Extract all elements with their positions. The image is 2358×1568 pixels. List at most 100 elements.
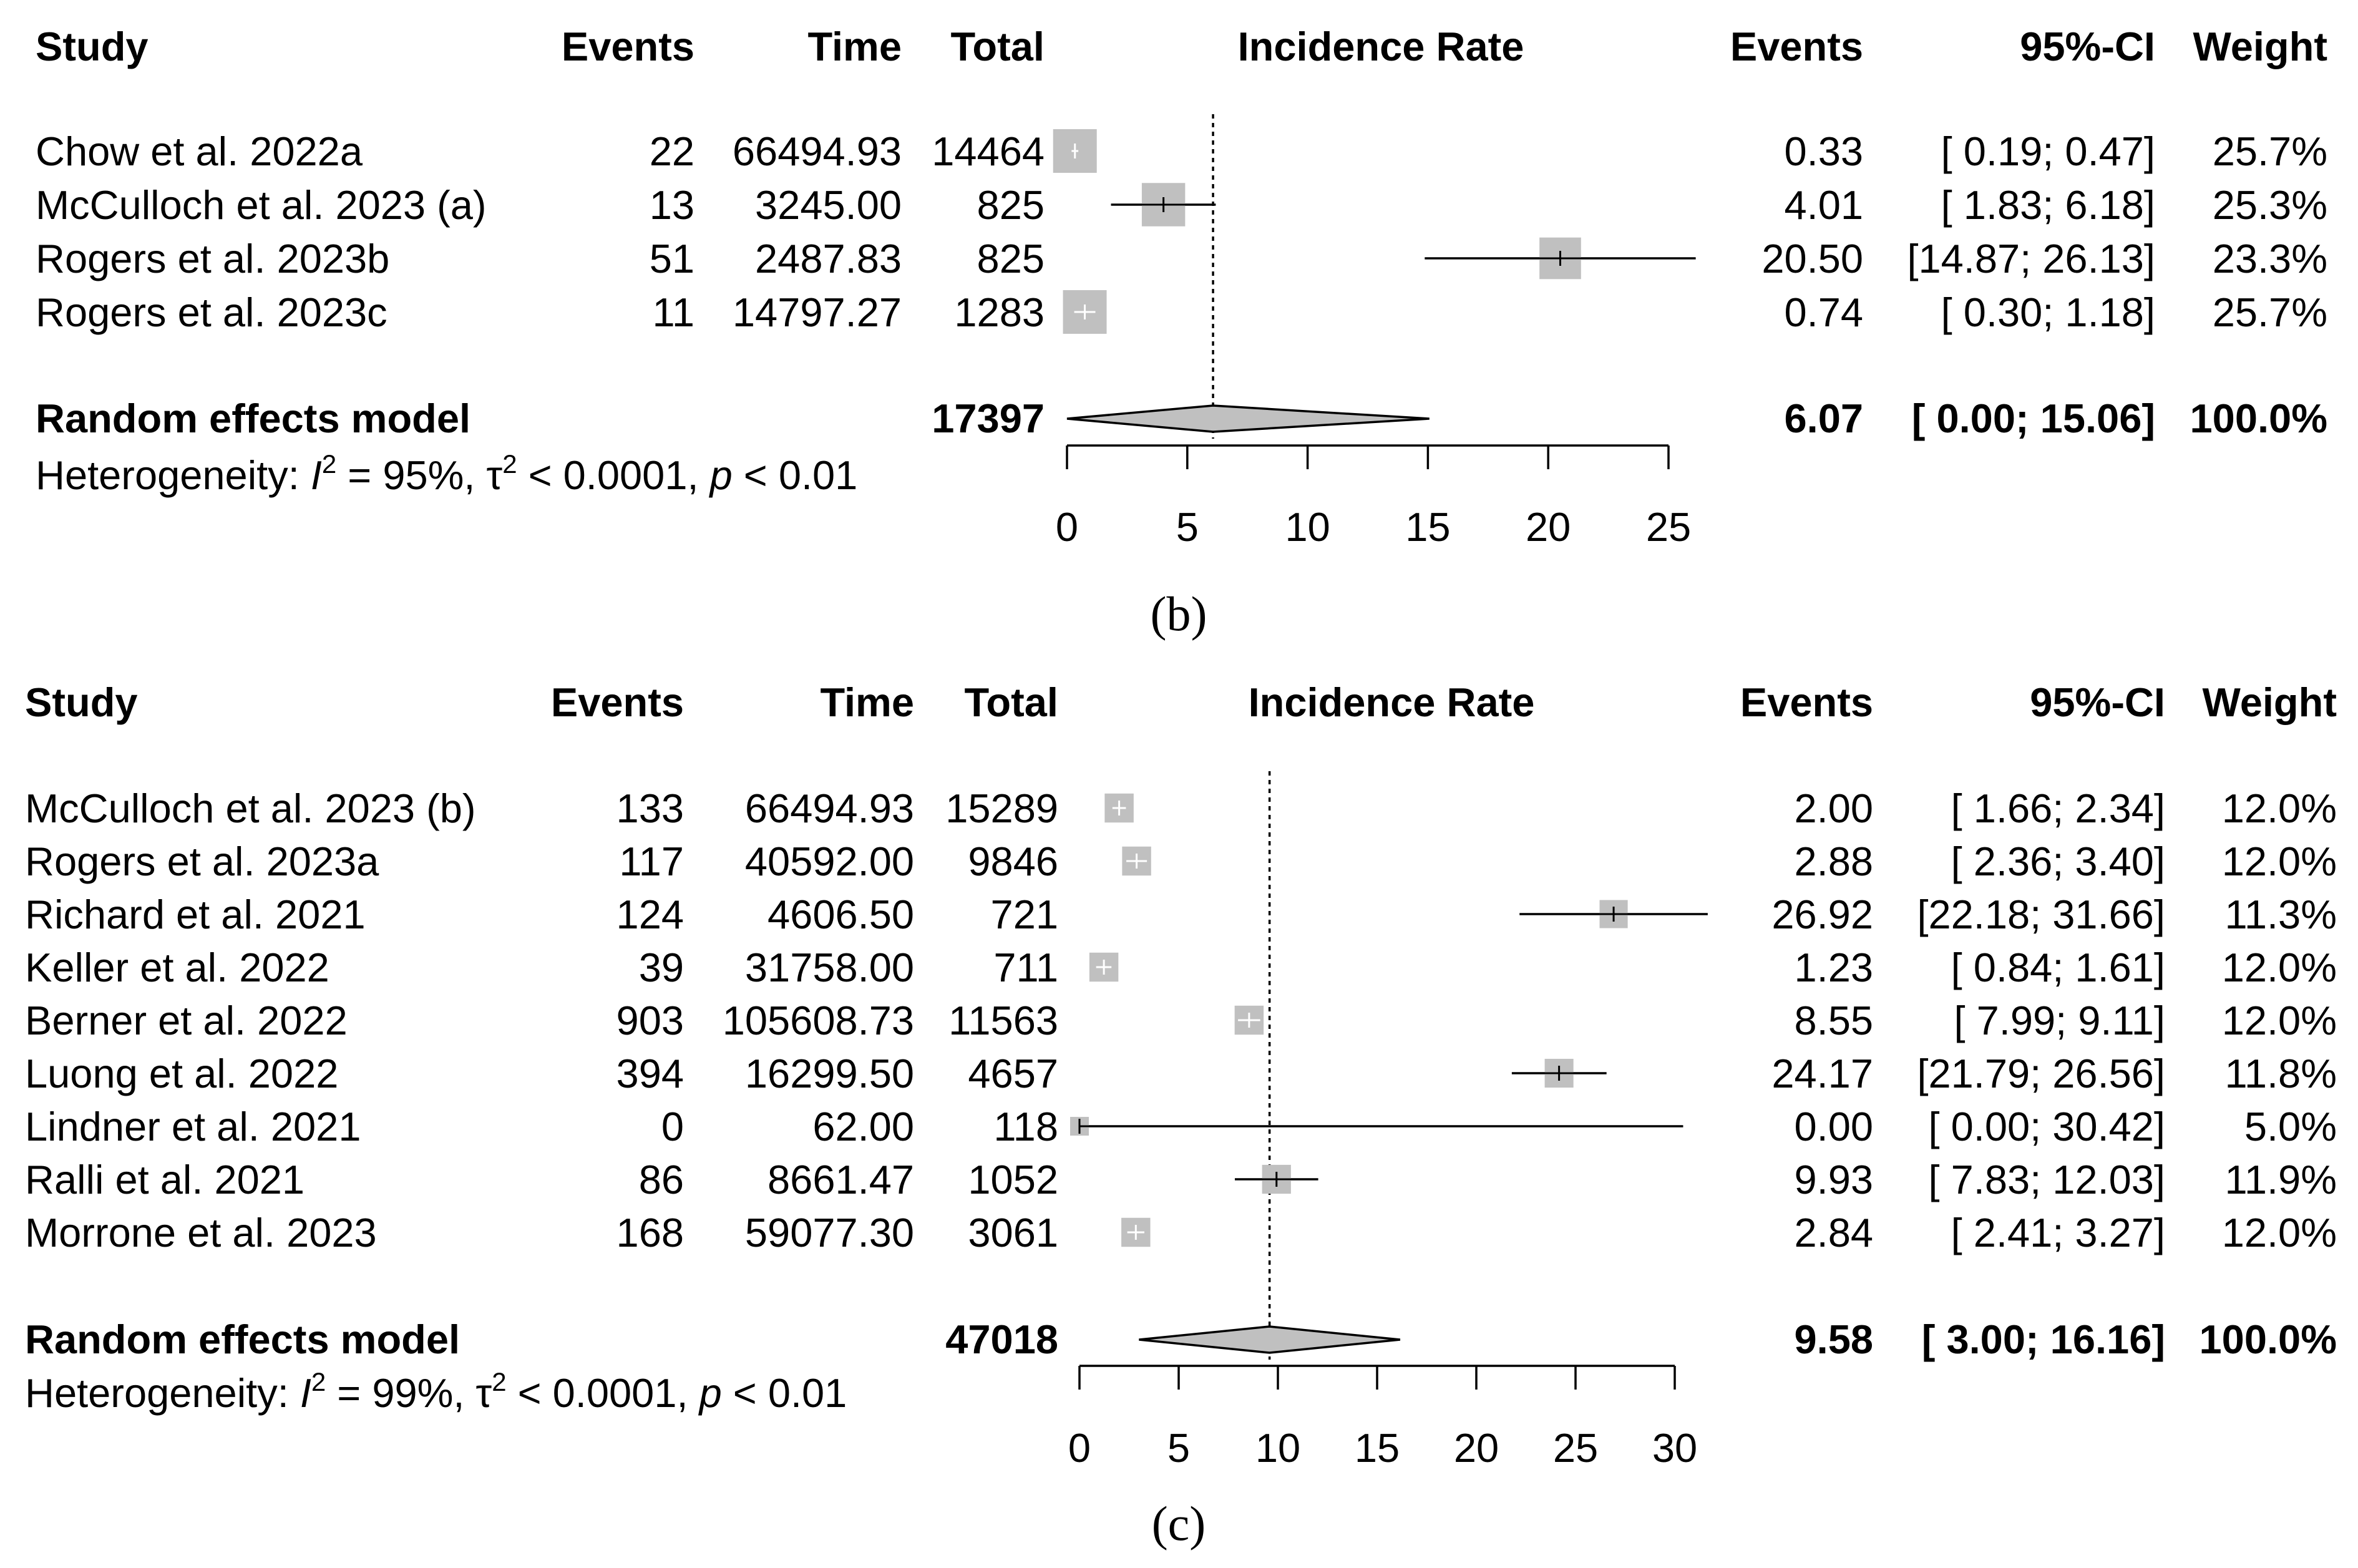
weight-value: 11.9% <box>2225 1157 2337 1202</box>
total-value: 711 <box>993 945 1058 990</box>
time-value: 40592.00 <box>745 839 914 884</box>
heterogeneity-tau2-value: < 0.0001, <box>517 452 710 498</box>
time-value: 59077.30 <box>745 1210 914 1255</box>
time-value: 66494.93 <box>733 129 902 174</box>
study-name: McCulloch et al. 2023 (b) <box>25 786 476 831</box>
weight-value: 11.3% <box>2225 892 2337 937</box>
x-tick-label: 0 <box>1068 1425 1091 1471</box>
ci-value: [ 2.36; 3.40] <box>1951 839 2165 884</box>
events-value: 86 <box>639 1157 684 1202</box>
rate-value: 0.74 <box>1784 290 1863 335</box>
superscript: 2 <box>492 1367 506 1396</box>
time-value: 4606.50 <box>767 892 914 937</box>
ci-value: [ 1.66; 2.34] <box>1951 786 2165 831</box>
events-value: 168 <box>616 1210 684 1255</box>
total-value: 3061 <box>968 1210 1058 1255</box>
panel-caption: (c) <box>1152 1496 1206 1551</box>
col-header-weight: Weight <box>2203 679 2337 725</box>
col-header-time: Time <box>807 24 902 69</box>
events-value: 124 <box>616 892 684 937</box>
summary-label: Random effects model <box>36 396 470 441</box>
i-squared-symbol: I <box>311 452 322 498</box>
col-header-rate: Events <box>1730 24 1863 69</box>
summary-ci: [ 0.00; 15.06] <box>1912 396 2155 441</box>
x-tick-label: 10 <box>1285 504 1330 550</box>
events-value: 394 <box>616 1051 684 1096</box>
total-value: 9846 <box>968 839 1058 884</box>
superscript: 2 <box>502 449 517 479</box>
study-name: Berner et al. 2022 <box>25 998 348 1043</box>
weight-value: 12.0% <box>2222 786 2337 831</box>
col-header-total: Total <box>951 24 1045 69</box>
rate-value: 9.93 <box>1794 1157 1873 1202</box>
p-symbol: p <box>709 452 733 498</box>
summary-rate: 9.58 <box>1794 1317 1873 1362</box>
events-value: 22 <box>650 129 694 174</box>
study-name: Richard et al. 2021 <box>25 892 366 937</box>
study-name: Luong et al. 2022 <box>25 1051 338 1096</box>
summary-total: 47018 <box>945 1317 1058 1362</box>
total-value: 4657 <box>968 1051 1058 1096</box>
time-value: 14797.27 <box>733 290 902 335</box>
time-value: 31758.00 <box>745 945 914 990</box>
x-tick-label: 25 <box>1553 1425 1598 1471</box>
ci-value: [22.18; 31.66] <box>1917 892 2165 937</box>
heterogeneity-text: Heterogeneity: I2 = 95%, τ2 < 0.0001, p … <box>36 449 857 498</box>
rate-value: 0.33 <box>1784 129 1863 174</box>
x-tick-label: 20 <box>1526 504 1571 550</box>
total-value: 721 <box>991 892 1058 937</box>
p-symbol: p <box>698 1370 722 1416</box>
summary-diamond <box>1066 404 1430 433</box>
weight-value: 5.0% <box>2244 1104 2337 1149</box>
col-header-study: Study <box>25 679 138 725</box>
ci-value: [ 0.84; 1.61] <box>1951 945 2165 990</box>
rate-value: 2.88 <box>1794 839 1873 884</box>
time-value: 105608.73 <box>723 998 914 1043</box>
col-header-events: Events <box>551 679 684 725</box>
ci-value: [ 7.99; 9.11] <box>1954 998 2166 1043</box>
x-tick-label: 20 <box>1454 1425 1499 1471</box>
time-value: 62.00 <box>812 1104 914 1149</box>
total-value: 15289 <box>945 786 1058 831</box>
time-value: 2487.83 <box>755 236 902 281</box>
rate-value: 20.50 <box>1761 236 1863 281</box>
weight-value: 25.3% <box>2213 182 2327 228</box>
ci-value: [14.87; 26.13] <box>1907 236 2155 281</box>
events-value: 13 <box>650 182 694 228</box>
total-value: 825 <box>977 236 1045 281</box>
weight-value: 25.7% <box>2213 290 2327 335</box>
x-tick-label: 10 <box>1255 1425 1300 1471</box>
study-name: Ralli et al. 2021 <box>25 1157 304 1202</box>
col-header-weight: Weight <box>2193 24 2327 69</box>
ci-value: [ 1.83; 6.18] <box>1941 182 2155 228</box>
weight-value: 12.0% <box>2222 998 2337 1043</box>
superscript: 2 <box>322 449 336 479</box>
events-value: 11 <box>653 290 694 335</box>
col-header-incidence-rate: Incidence Rate <box>1238 24 1524 69</box>
study-name: Rogers et al. 2023b <box>36 236 389 281</box>
heterogeneity-tau2-value: < 0.0001, <box>507 1370 699 1416</box>
summary-rate: 6.07 <box>1784 396 1863 441</box>
col-header-total: Total <box>965 679 1058 725</box>
x-tick-label: 15 <box>1405 504 1450 550</box>
rate-value: 26.92 <box>1771 892 1873 937</box>
weight-value: 25.7% <box>2213 129 2327 174</box>
total-value: 11563 <box>948 998 1058 1043</box>
heterogeneity-i2-value: = 95%, τ <box>336 452 502 498</box>
col-header-ci: 95%-CI <box>2020 24 2155 69</box>
col-header-study: Study <box>36 24 149 69</box>
ci-value: [ 0.30; 1.18] <box>1941 290 2155 335</box>
x-tick-label: 15 <box>1355 1425 1400 1471</box>
study-name: Keller et al. 2022 <box>25 945 329 990</box>
total-value: 825 <box>977 182 1045 228</box>
weight-value: 12.0% <box>2222 945 2337 990</box>
ci-value: [ 2.41; 3.27] <box>1951 1210 2165 1255</box>
heterogeneity-i2-value: = 99%, τ <box>326 1370 492 1416</box>
study-name: Rogers et al. 2023a <box>25 839 379 884</box>
superscript: 2 <box>311 1367 326 1396</box>
heterogeneity-prefix: Heterogeneity: <box>25 1370 300 1416</box>
time-value: 8661.47 <box>767 1157 914 1202</box>
rate-value: 1.23 <box>1794 945 1873 990</box>
